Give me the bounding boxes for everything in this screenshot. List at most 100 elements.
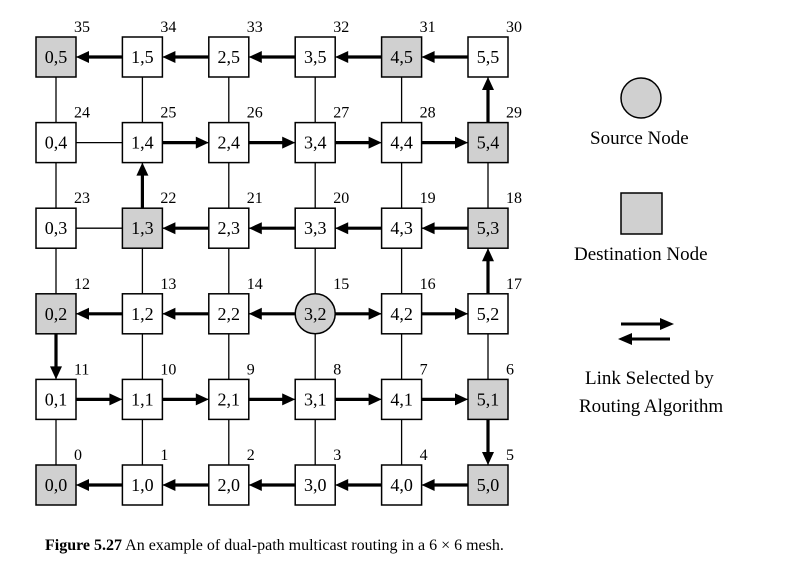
mesh-node: 2,5 33	[208, 19, 263, 78]
destination-node-shape	[467, 378, 509, 421]
node-label: 4,2	[390, 304, 413, 324]
mesh-node: 0,1 11	[35, 361, 89, 421]
selected-link-arrow	[421, 51, 468, 63]
node-order-label: 14	[247, 276, 263, 293]
node-order-label: 33	[247, 19, 263, 36]
node-label: 1,2	[131, 304, 154, 324]
selected-link-arrow	[482, 248, 494, 294]
node-label: 3,2	[304, 304, 327, 324]
node-shape	[294, 36, 336, 78]
node-label: 5,5	[477, 47, 500, 67]
node-order-label: 4	[420, 447, 428, 464]
node-order-label: 29	[506, 105, 522, 122]
selected-link-arrow	[421, 222, 468, 235]
node-label: 4,1	[390, 389, 413, 409]
selected-link-arrow	[248, 393, 296, 406]
selected-link-arrow	[335, 51, 382, 63]
selected-link-arrow	[335, 222, 382, 235]
node-shape	[35, 121, 77, 164]
caption-text: An example of dual-path multicast routin…	[122, 537, 504, 554]
mesh-node: 4,2 16	[380, 276, 436, 335]
node-shape	[121, 36, 164, 78]
node-shape	[380, 293, 423, 335]
destination-node-shape	[121, 207, 164, 249]
node-order-label: 27	[333, 105, 349, 122]
node-order-label: 35	[74, 19, 90, 36]
mesh-node: 1,4 25	[121, 105, 176, 164]
mesh-node: 3,5 32	[294, 19, 349, 78]
mesh-node: 1,1 10	[121, 361, 176, 421]
node-label: 0,1	[45, 389, 68, 409]
mesh-node: 5,2 17	[467, 276, 522, 335]
selected-link-arrow	[482, 419, 494, 465]
node-label: 1,4	[131, 133, 154, 153]
destination-node-shape	[467, 464, 509, 506]
selected-link-arrow	[162, 222, 209, 235]
node-order-label: 6	[506, 361, 514, 378]
selected-link-arrow	[335, 307, 382, 320]
selected-link-arrow	[248, 222, 296, 235]
node-label: 3,0	[304, 475, 327, 495]
node-order-label: 3	[333, 447, 341, 464]
node-label: 3,3	[304, 218, 327, 238]
selected-link-arrow	[136, 162, 149, 209]
node-order-label: 16	[420, 276, 436, 293]
figure-label: Figure 5.27	[45, 537, 123, 554]
node-label: 4,4	[390, 133, 413, 153]
mesh-node: 4,4 28	[380, 105, 436, 164]
legend-source-label: Source Node	[590, 128, 689, 149]
selected-link-arrow	[421, 479, 468, 491]
legend-link-label-line2: Routing Algorithm	[579, 396, 724, 417]
legend-link-label-line1: Link Selected by	[585, 368, 714, 389]
node-order-label: 5	[506, 447, 514, 464]
node-shape	[208, 207, 250, 249]
node-shape	[208, 121, 250, 164]
node-label: 0,2	[45, 304, 68, 324]
node-shape	[121, 121, 164, 164]
mesh-node: 1,3 22	[121, 190, 176, 249]
mesh-node: 4,3 19	[380, 190, 436, 249]
selected-link-arrow	[421, 136, 468, 149]
node-shape	[208, 378, 250, 421]
node-shape	[208, 464, 250, 506]
node-order-label: 12	[74, 276, 90, 293]
node-order-label: 31	[420, 19, 436, 36]
selected-link-arrow	[421, 307, 468, 320]
mesh-node: 2,19	[208, 361, 255, 421]
mesh-node: 5,16	[467, 361, 514, 421]
selected-link-arrow	[335, 479, 382, 491]
node-label: 3,5	[304, 47, 327, 67]
node-label: 4,3	[390, 218, 413, 238]
node-label: 0,0	[45, 475, 68, 495]
node-order-label: 17	[506, 276, 522, 293]
mesh-node: 3,4 27	[294, 105, 349, 164]
node-label: 0,3	[45, 218, 68, 238]
legend-source-icon	[620, 77, 662, 119]
mesh-node: 1,2 13	[121, 276, 176, 335]
node-label: 5,3	[477, 218, 500, 238]
node-shape	[380, 121, 423, 164]
mesh-node: 4,17	[380, 361, 428, 421]
node-order-label: 18	[506, 190, 522, 207]
figure-caption: Figure 5.27 An example of dual-path mult…	[45, 537, 504, 555]
legend-destination-icon	[620, 192, 663, 235]
node-order-label: 1	[160, 447, 168, 464]
selected-link-arrow	[76, 307, 123, 320]
mesh-node: 3,18	[294, 361, 341, 421]
selected-link-arrow	[248, 51, 296, 63]
node-label: 2,2	[218, 304, 241, 324]
selected-link-arrow	[162, 479, 209, 491]
selected-link-arrow	[248, 136, 296, 149]
legend-link-icon	[618, 318, 674, 345]
node-order-label: 20	[333, 190, 349, 207]
node-shape	[121, 378, 164, 421]
node-order-label: 8	[333, 361, 341, 378]
node-order-label: 19	[420, 190, 436, 207]
destination-node-shape	[35, 293, 77, 335]
selected-link-arrow	[162, 393, 209, 406]
node-order-label: 26	[247, 105, 263, 122]
node-order-label: 0	[74, 447, 82, 464]
mesh-node: 4,5 31	[380, 19, 436, 78]
node-shape	[380, 464, 423, 506]
node-order-label: 2	[247, 447, 255, 464]
